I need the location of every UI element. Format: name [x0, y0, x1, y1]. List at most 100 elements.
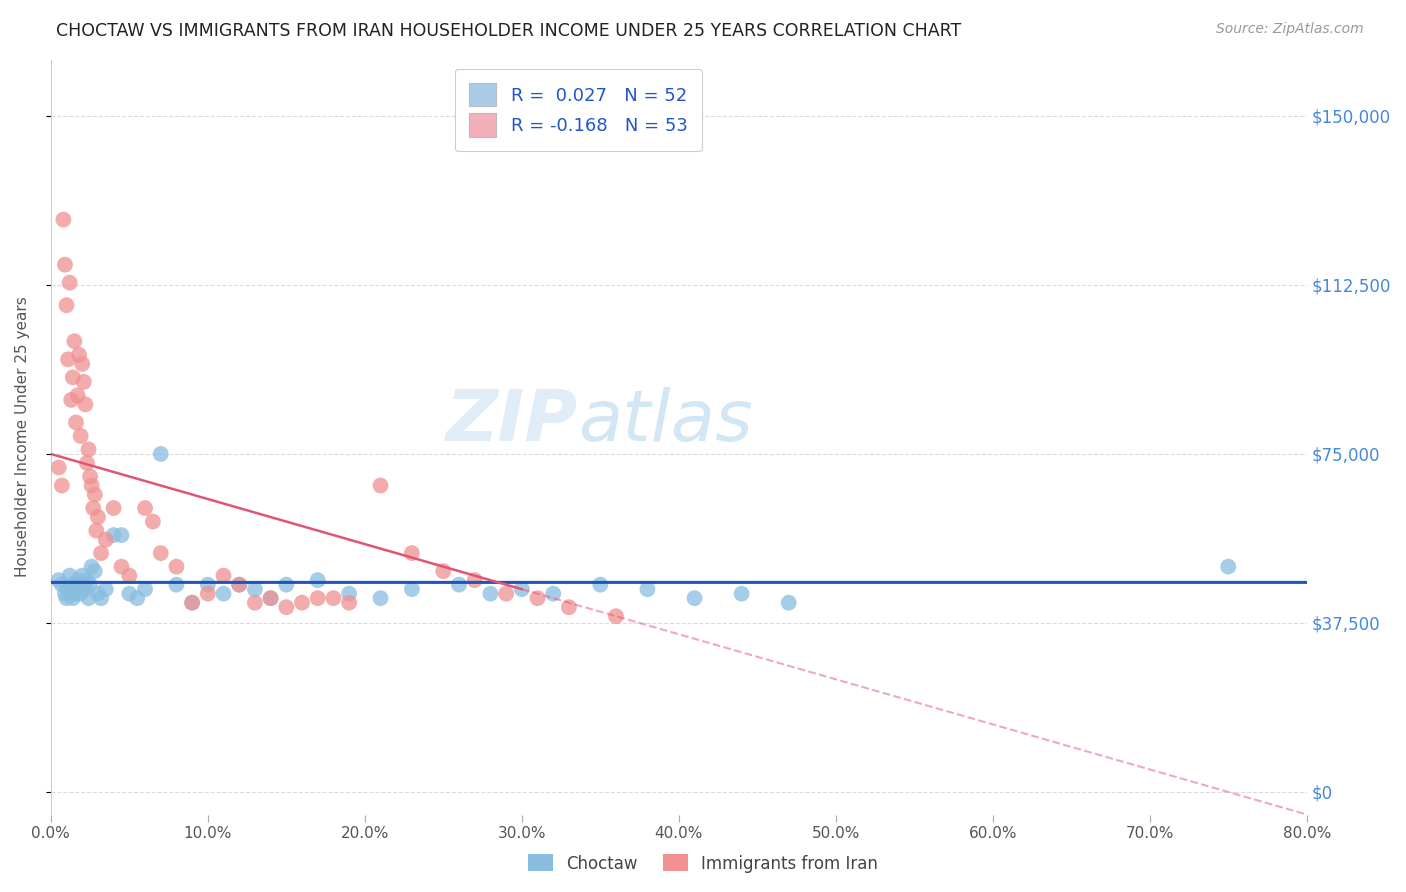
Point	[558, 600, 581, 615]
Point	[53, 587, 76, 601]
Point	[51, 577, 73, 591]
Point	[149, 447, 172, 461]
Point	[59, 568, 82, 582]
Point	[83, 564, 105, 578]
Point	[87, 510, 110, 524]
Point	[65, 416, 87, 430]
Point	[181, 596, 204, 610]
Point	[69, 429, 91, 443]
Point	[77, 591, 100, 606]
Point	[65, 582, 87, 597]
Point	[69, 587, 91, 601]
Point	[103, 501, 125, 516]
Point	[73, 577, 96, 591]
Point	[337, 587, 360, 601]
Point	[60, 577, 83, 591]
Point	[66, 573, 89, 587]
Point	[276, 600, 298, 615]
Legend: Choctaw, Immigrants from Iran: Choctaw, Immigrants from Iran	[522, 847, 884, 880]
Legend: R =  0.027   N = 52, R = -0.168   N = 53: R = 0.027 N = 52, R = -0.168 N = 53	[454, 69, 702, 151]
Point	[276, 577, 298, 591]
Point	[63, 587, 86, 601]
Point	[80, 478, 103, 492]
Point	[51, 478, 73, 492]
Point	[212, 587, 235, 601]
Point	[62, 370, 84, 384]
Text: atlas: atlas	[578, 387, 754, 457]
Point	[75, 397, 97, 411]
Point	[118, 587, 141, 601]
Point	[103, 528, 125, 542]
Point	[110, 559, 132, 574]
Point	[181, 596, 204, 610]
Point	[110, 528, 132, 542]
Point	[70, 357, 93, 371]
Point	[510, 582, 533, 597]
Point	[149, 546, 172, 560]
Point	[142, 515, 165, 529]
Point	[62, 591, 84, 606]
Point	[605, 609, 627, 624]
Point	[76, 456, 98, 470]
Point	[370, 478, 392, 492]
Point	[76, 573, 98, 587]
Point	[67, 348, 90, 362]
Point	[479, 587, 502, 601]
Point	[370, 591, 392, 606]
Point	[90, 591, 112, 606]
Point	[526, 591, 548, 606]
Point	[212, 568, 235, 582]
Point	[134, 501, 156, 516]
Point	[432, 564, 454, 578]
Point	[87, 587, 110, 601]
Y-axis label: Householder Income Under 25 years: Householder Income Under 25 years	[15, 297, 30, 577]
Point	[70, 568, 93, 582]
Point	[778, 596, 800, 610]
Point	[197, 577, 219, 591]
Point	[401, 546, 423, 560]
Point	[337, 596, 360, 610]
Point	[63, 334, 86, 349]
Point	[228, 577, 250, 591]
Point	[73, 375, 96, 389]
Point	[259, 591, 281, 606]
Point	[80, 559, 103, 574]
Point	[79, 469, 101, 483]
Text: Source: ZipAtlas.com: Source: ZipAtlas.com	[1216, 22, 1364, 37]
Point	[55, 298, 77, 312]
Point	[82, 501, 104, 516]
Point	[134, 582, 156, 597]
Point	[307, 591, 329, 606]
Point	[197, 587, 219, 601]
Point	[730, 587, 752, 601]
Point	[83, 487, 105, 501]
Point	[307, 573, 329, 587]
Point	[67, 577, 90, 591]
Point	[495, 587, 517, 601]
Point	[48, 460, 70, 475]
Point	[48, 573, 70, 587]
Point	[683, 591, 706, 606]
Point	[55, 591, 77, 606]
Point	[94, 533, 117, 547]
Point	[52, 212, 75, 227]
Point	[401, 582, 423, 597]
Point	[56, 582, 79, 597]
Text: CHOCTAW VS IMMIGRANTS FROM IRAN HOUSEHOLDER INCOME UNDER 25 YEARS CORRELATION CH: CHOCTAW VS IMMIGRANTS FROM IRAN HOUSEHOL…	[56, 22, 962, 40]
Point	[291, 596, 314, 610]
Point	[243, 582, 266, 597]
Point	[541, 587, 564, 601]
Point	[86, 524, 108, 538]
Point	[56, 352, 79, 367]
Point	[60, 392, 83, 407]
Point	[589, 577, 612, 591]
Point	[1218, 559, 1240, 574]
Point	[259, 591, 281, 606]
Point	[447, 577, 470, 591]
Point	[165, 559, 187, 574]
Point	[165, 577, 187, 591]
Point	[59, 276, 82, 290]
Point	[118, 568, 141, 582]
Text: ZIP: ZIP	[446, 387, 578, 457]
Point	[94, 582, 117, 597]
